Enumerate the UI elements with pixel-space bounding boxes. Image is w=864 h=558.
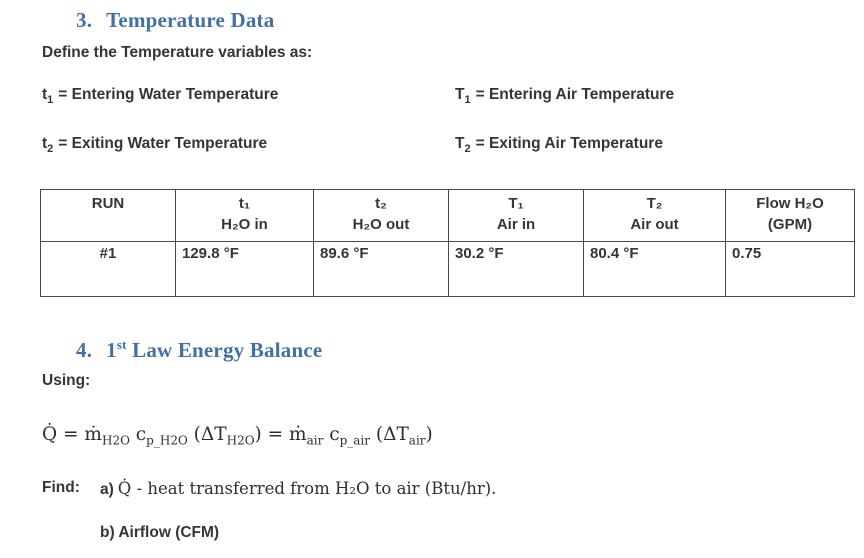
temperature-data-table: RUN t₁ H₂O in t₂ H₂O out T₁ Air in T₂ Air ou…: [40, 189, 855, 297]
section-4-title-sup: st: [116, 337, 127, 352]
T1-symbol: T: [455, 86, 465, 103]
header-flow-gpm: Flow H₂O (GPM): [725, 189, 855, 242]
find-item-a: a) Q̇ - heat transferred from H₂O to air …: [100, 479, 496, 499]
definition-t2: t2 = Exiting Water Temperature: [42, 135, 455, 155]
header-run: RUN: [40, 189, 176, 242]
definition-T2: T2 = Exiting Air Temperature: [455, 135, 674, 155]
section-3-heading: 3. Temperature Data: [76, 8, 274, 33]
item-a-marker: a): [100, 481, 114, 498]
header-t1-h2o-in: t₁ H₂O in: [175, 189, 314, 242]
energy-equation: Q̇ = ṁH2O cp_H2O (ΔTH2O) = ṁair cp_air…: [42, 424, 433, 448]
t2-subscript: 2: [47, 143, 54, 156]
t2-definition: = Exiting Water Temperature: [58, 135, 268, 153]
section-4-heading: 4. 1st Law Energy Balance: [76, 338, 322, 363]
using-label: Using:: [42, 372, 91, 389]
cell-t2-value: 89.6 °F: [313, 241, 449, 297]
find-section: Find: a) Q̇ - heat transferred from H₂O t…: [42, 479, 496, 499]
section-3-number: 3.: [76, 8, 93, 32]
table-row-run1: #1 129.8 °F 89.6 °F 30.2 °F 80.4 °F 0.75: [40, 241, 855, 297]
find-item-b: b) Airflow (CFM): [100, 524, 220, 541]
section-4-number: 4.: [76, 338, 93, 362]
t1-symbol: t: [42, 86, 48, 103]
cell-T1-value: 30.2 °F: [448, 241, 584, 297]
T2-subscript: 2: [464, 143, 471, 156]
section-4-title-post: Law Energy Balance: [126, 338, 323, 362]
t1-subscript: 1: [47, 94, 54, 107]
cell-flow-value: 0.75: [725, 241, 855, 297]
t2-symbol: t: [42, 135, 48, 153]
cell-run: #1: [40, 241, 176, 297]
t1-definition: = Entering Water Temperature: [58, 86, 279, 103]
cell-T2-value: 80.4 °F: [583, 241, 726, 297]
header-t2-h2o-out: t₂ H₂O out: [313, 189, 449, 242]
header-T2-air-out: T₂ Air out: [583, 189, 726, 242]
temperature-definitions: t1 = Entering Water Temperature T1 = Enter…: [42, 86, 674, 155]
definition-t1: t1 = Entering Water Temperature: [42, 86, 455, 106]
cell-t1-value: 129.8 °F: [175, 241, 314, 297]
T2-definition: = Exiting Air Temperature: [475, 135, 663, 153]
section-3-title: Temperature Data: [106, 8, 275, 32]
T1-definition: = Entering Air Temperature: [475, 86, 675, 103]
find-label: Find:: [42, 479, 80, 496]
section-4-title-pre: 1: [106, 338, 117, 362]
table-header-row: RUN t₁ H₂O in t₂ H₂O out T₁ Air in T₂ Air ou…: [40, 189, 855, 242]
T2-symbol: T: [455, 135, 465, 153]
item-a-text: Q̇ - heat transferred from H₂O to air (B…: [117, 479, 497, 498]
header-T1-air-in: T₁ Air in: [448, 189, 584, 242]
definitions-intro: Define the Temperature variables as:: [42, 44, 313, 61]
T1-subscript: 1: [464, 94, 471, 107]
definition-T1: T1 = Entering Air Temperature: [455, 86, 674, 106]
